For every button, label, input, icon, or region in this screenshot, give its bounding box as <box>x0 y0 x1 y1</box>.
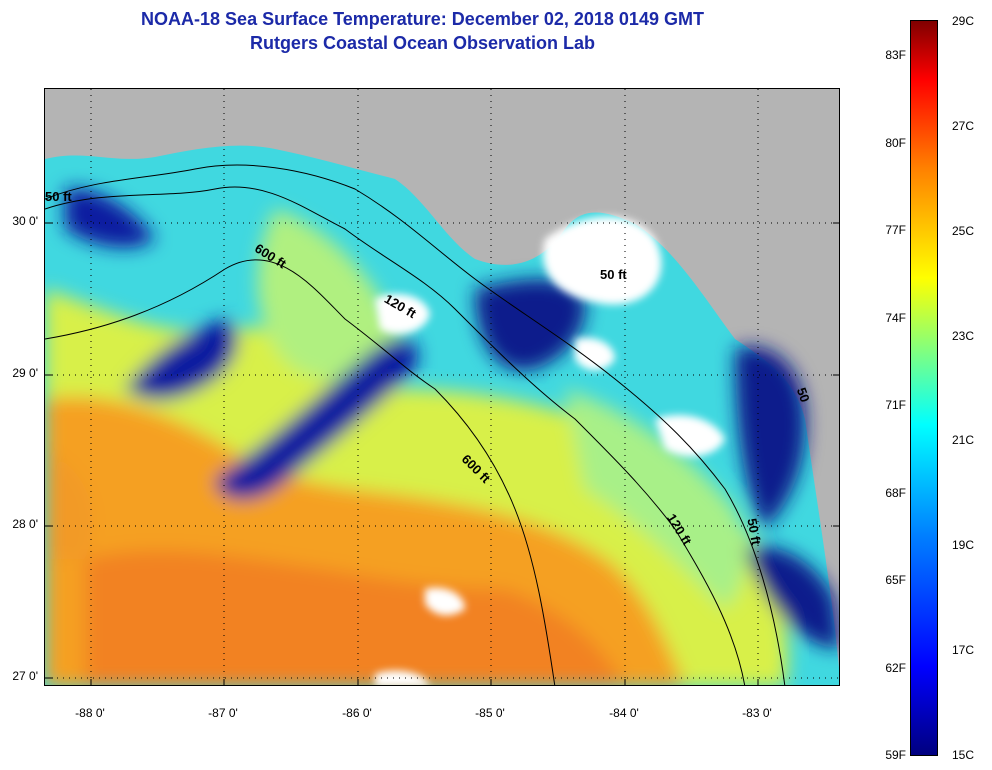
lon-label: -84 0' <box>609 706 639 720</box>
contour-label: 50 ft <box>45 189 72 204</box>
sst-cold-streak <box>125 319 238 400</box>
lon-label: -86 0' <box>342 706 372 720</box>
colorbar-c-label: 25C <box>952 224 975 238</box>
sst-cold-streak <box>65 188 155 248</box>
lon-label: -88 0' <box>75 706 105 720</box>
cloud-patch <box>655 415 725 457</box>
colorbar-f-label: 62F <box>885 661 906 675</box>
depth-contours <box>45 164 786 685</box>
sst-cold-streak <box>215 338 418 500</box>
colorbar-f-label: 74F <box>885 311 906 325</box>
cloud-patch <box>375 670 429 685</box>
colorbar-f-label: 65F <box>885 573 906 587</box>
colorbar-f-label: 83F <box>885 48 906 62</box>
colorbar-c-label: 21C <box>952 433 975 447</box>
colorbar-f-label: 71F <box>885 398 906 412</box>
lon-label: -83 0' <box>742 706 772 720</box>
colorbar-c-label: 23C <box>952 329 975 343</box>
sst-mid-band <box>257 209 405 383</box>
colorbar-c-label: 15C <box>952 748 975 762</box>
sst-hot-left <box>45 449 93 559</box>
axis-ticks <box>45 222 839 685</box>
colorbar-c-label: 29C <box>952 14 975 28</box>
sst-mid-band-east <box>565 389 746 609</box>
cloud-patch <box>375 294 430 334</box>
colorbar-c-label: 27C <box>952 119 975 133</box>
colorbar-f-label: 77F <box>885 223 906 237</box>
sst-map[interactable]: 50 ft 600 ft 120 ft 600 ft 120 ft 50 ft … <box>44 88 840 686</box>
colorbar-f-label: 59F <box>885 748 906 762</box>
contour-label: 50 ft <box>600 267 627 282</box>
colorbar-c-label: 19C <box>952 538 975 552</box>
sst-map-canvas: 50 ft 600 ft 120 ft 600 ft 120 ft 50 ft … <box>45 89 839 685</box>
map-subtitle: Rutgers Coastal Ocean Observation Lab <box>249 33 596 53</box>
map-title: NOAA-18 Sea Surface Temperature: Decembe… <box>141 9 704 29</box>
colorbar-f-label: 68F <box>885 486 906 500</box>
lat-label: 30 0' <box>12 214 38 228</box>
contour-label: 50 <box>794 385 813 404</box>
sst-cold-streak <box>735 346 806 529</box>
sst-hot-core <box>85 550 624 685</box>
lon-label: -85 0' <box>475 706 505 720</box>
cloud-patch <box>575 337 615 371</box>
colorbar-c-label: 17C <box>952 643 975 657</box>
graticule <box>45 89 839 685</box>
contour-label: 50 ft <box>744 517 764 547</box>
sst-cold-streak <box>475 279 586 371</box>
sst-cold-streak <box>745 546 839 649</box>
lat-label: 29 0' <box>12 366 38 380</box>
cloud-patch <box>425 587 465 616</box>
temperature-colorbar <box>910 20 938 756</box>
lat-label: 27 0' <box>12 669 38 683</box>
lon-label: -87 0' <box>208 706 238 720</box>
colorbar-f-label: 80F <box>885 136 906 150</box>
lat-label: 28 0' <box>12 517 38 531</box>
cloud-patch <box>543 216 662 305</box>
